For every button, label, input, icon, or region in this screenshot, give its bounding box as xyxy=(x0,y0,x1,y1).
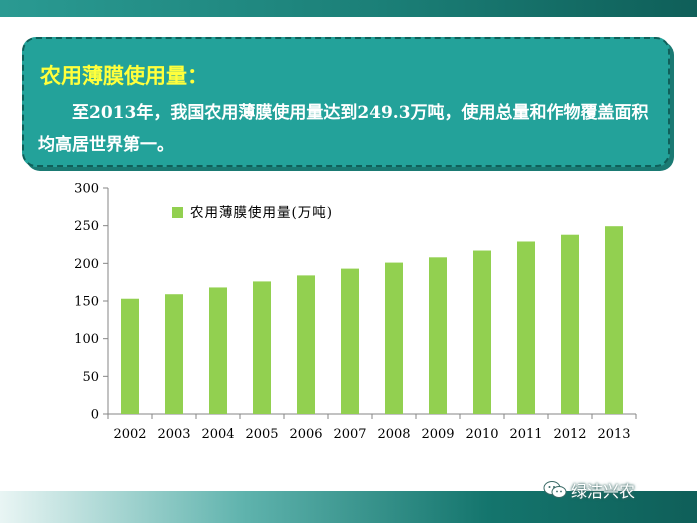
callout-body: 至2013年，我国农用薄膜使用量达到249.3万吨，使用总量和作物覆盖面积均高居… xyxy=(38,103,649,155)
x-tick-label: 2010 xyxy=(465,427,498,442)
wechat-icon xyxy=(543,481,567,498)
x-tick-label: 2009 xyxy=(421,427,454,442)
bar xyxy=(165,294,183,414)
legend-label: 农用薄膜使用量(万吨) xyxy=(190,204,333,221)
y-tick-label: 250 xyxy=(74,219,99,234)
watermark: 绿洁兴农 xyxy=(543,478,635,502)
bar xyxy=(121,298,139,414)
bottom-banner xyxy=(0,491,697,523)
bar xyxy=(561,234,579,414)
bar xyxy=(473,250,491,414)
y-tick-label: 50 xyxy=(82,370,99,385)
bar xyxy=(605,226,623,414)
x-tick-label: 2006 xyxy=(289,427,322,442)
y-tick-label: 150 xyxy=(74,295,99,310)
bar xyxy=(385,262,403,414)
bar xyxy=(253,281,271,414)
bar xyxy=(209,287,227,414)
x-tick-label: 2008 xyxy=(377,427,410,442)
y-tick-label: 100 xyxy=(74,332,99,347)
x-tick-label: 2007 xyxy=(333,427,366,442)
x-tick-label: 2011 xyxy=(509,427,542,442)
y-tick-label: 0 xyxy=(91,408,99,423)
y-tick-label: 200 xyxy=(74,257,99,272)
x-tick-label: 2005 xyxy=(245,427,278,442)
bar xyxy=(297,275,315,414)
watermark-text: 绿洁兴农 xyxy=(571,482,636,501)
top-banner xyxy=(0,0,697,17)
callout-title: 农用薄膜使用量： xyxy=(40,63,208,88)
info-callout: 农用薄膜使用量： 至2013年，我国农用薄膜使用量达到249.3万吨，使用总量和… xyxy=(22,37,670,167)
bar xyxy=(517,241,535,414)
bar xyxy=(429,257,447,414)
y-tick-label: 300 xyxy=(74,182,99,197)
x-tick-label: 2002 xyxy=(113,427,146,442)
legend-swatch xyxy=(172,207,183,218)
x-tick-label: 2003 xyxy=(157,427,190,442)
bar xyxy=(341,268,359,414)
x-tick-label: 2004 xyxy=(201,427,234,442)
x-tick-label: 2013 xyxy=(597,427,630,442)
x-tick-label: 2012 xyxy=(553,427,586,442)
